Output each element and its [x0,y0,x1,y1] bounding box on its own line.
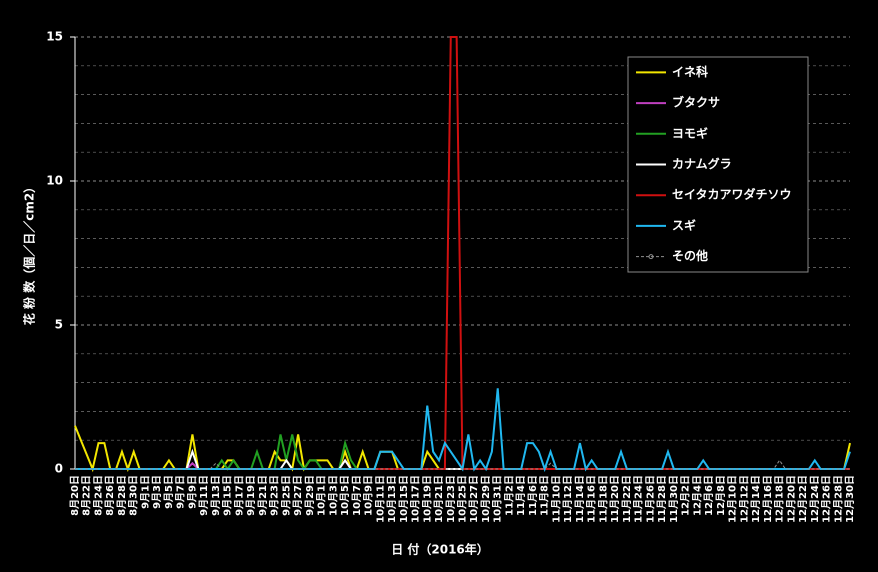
legend-label: イネ科 [672,64,708,79]
x-tick-label: 11月28日 [656,475,668,523]
x-tick-label: 12月18日 [774,475,786,523]
legend-marker [648,254,654,260]
legend-label: セイタカアワダチソウ [672,187,792,202]
x-tick-label: 12月28日 [832,475,844,523]
x-tick-label: 11月26日 [644,475,656,523]
legend-label: ブタクサ [672,95,720,110]
x-tick-label: 11月22日 [621,475,633,523]
x-tick-label: 10月13日 [386,475,398,523]
x-tick-label: 11月16日 [586,475,598,523]
y-tick-label: 0 [55,462,63,476]
legend-label: スギ [672,217,696,232]
x-tick-label: 9月25日 [280,475,292,516]
x-tick-label: 10月25日 [457,475,469,523]
x-tick-label: 9月23日 [269,475,281,516]
x-tick-label: 10月21日 [433,475,445,523]
y-tick-label: 15 [46,30,63,44]
x-tick-label: 10月23日 [445,475,457,523]
x-tick-label: 11月2日 [503,475,515,516]
x-tick-label: 10月29日 [480,475,492,523]
x-tick-label: 9月3日 [151,475,163,509]
x-tick-label: 8月30日 [128,475,140,516]
x-tick-label: 9月27日 [292,475,304,516]
x-tick-label: 10月19日 [421,475,433,523]
x-tick-label: 12月4日 [691,475,703,516]
series-line [75,459,850,470]
y-tick-label: 5 [55,318,63,332]
x-tick-label: 8月26日 [104,475,116,516]
y-tick-label: 10 [46,174,63,188]
x-tick-label: 8月24日 [92,475,104,516]
x-tick-label: 12月16日 [762,475,774,523]
x-tick-label: 11月6日 [527,475,539,516]
x-tick-label: 9月29日 [304,475,316,516]
x-tick-label: 9月17日 [233,475,245,516]
legend-label: ヨモギ [672,125,708,140]
x-tick-label: 12月6日 [703,475,715,516]
x-tick-label: 10月3日 [327,475,339,516]
x-tick-label: 11月4日 [515,475,527,516]
x-tick-label: 12月26日 [821,475,833,523]
x-tick-label: 10月15日 [398,475,410,523]
x-tick-label: 9月15日 [222,475,234,516]
x-tick-label: 11月30日 [668,475,680,523]
x-tick-label: 10月27日 [468,475,480,523]
x-tick-label: 9月9日 [186,475,198,509]
x-tick-label: 10月5日 [339,475,351,516]
x-tick-label: 11月14日 [574,475,586,523]
x-tick-label: 9月13日 [210,475,222,516]
x-tick-label: 9月21日 [257,475,269,516]
x-axis-title: 日 付（2016年） [391,542,489,557]
x-tick-label: 10月11日 [374,475,386,523]
x-tick-label: 12月20日 [785,475,797,523]
x-tick-label: 12月24日 [809,475,821,523]
x-tick-label: 12月10日 [727,475,739,523]
x-tick-label: 12月8日 [715,475,727,516]
x-tick-label: 9月5日 [163,475,175,509]
y-axis-title: 花 粉 数（個／日／cm2） [22,181,37,325]
x-tick-label: 12月14日 [750,475,762,523]
x-tick-label: 8月20日 [69,475,81,516]
x-tick-label: 11月8日 [539,475,551,516]
x-tick-label: 10月9日 [363,475,375,516]
x-tick-label: 9月1日 [139,475,151,509]
x-tick-label: 9月19日 [245,475,257,516]
x-tick-label: 10月31日 [492,475,504,523]
x-tick-label: 8月28日 [116,475,128,516]
legend-label: その他 [672,248,708,263]
x-tick-label: 8月22日 [81,475,93,516]
x-tick-label: 12月22日 [797,475,809,523]
x-tick-label: 11月20日 [609,475,621,523]
x-tick-label: 11月24日 [633,475,645,523]
x-tick-label: 12月12日 [738,475,750,523]
x-tick-label: 9月11日 [198,475,210,516]
x-tick-label: 12月30日 [844,475,856,523]
x-tick-label: 12月2日 [680,475,692,516]
x-tick-label: 11月10日 [550,475,562,523]
x-tick-label: 10月7日 [351,475,363,516]
x-tick-label: 9月7日 [175,475,187,509]
x-tick-label: 11月18日 [597,475,609,523]
x-tick-label: 10月1日 [316,475,328,516]
x-tick-label: 10月17日 [410,475,422,523]
legend-label: カナムグラ [672,156,732,171]
x-tick-label: 11月12日 [562,475,574,523]
